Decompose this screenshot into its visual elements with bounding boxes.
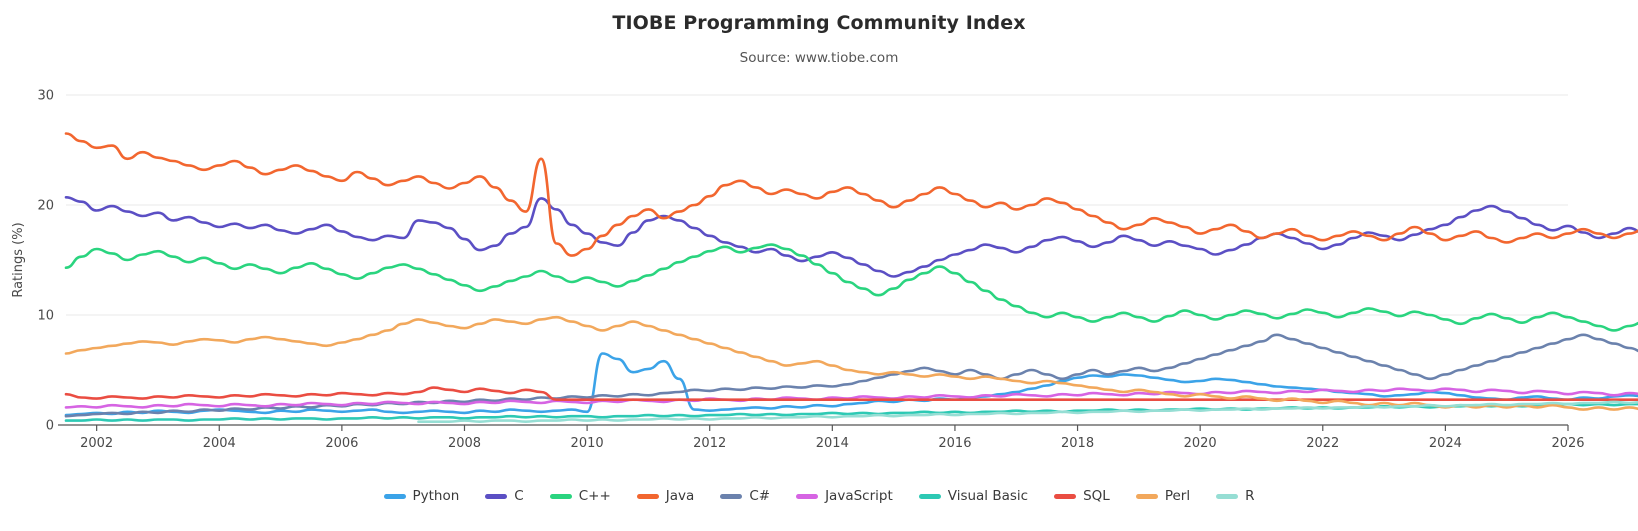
legend-item-python[interactable]: Python bbox=[383, 488, 460, 504]
y-tick-label: 30 bbox=[37, 89, 54, 104]
series-line-perl bbox=[64, 315, 1638, 411]
gridlines-group bbox=[66, 94, 1568, 316]
x-axis-ticks-group: 2002 2004 2006 2008 2010 2012 2014 2016 2018 2020… bbox=[80, 425, 1585, 451]
legend-item-java[interactable]: Java bbox=[636, 488, 695, 504]
x-tick-label: 2006 bbox=[325, 436, 358, 451]
x-tick-label: 2016 bbox=[938, 436, 971, 451]
chart-title: TIOBE Programming Community Index bbox=[612, 12, 1026, 34]
chart-subtitle: Source: www.tiobe.com bbox=[739, 50, 899, 66]
x-tick-label: 2002 bbox=[80, 436, 113, 451]
x-tick-label: 2020 bbox=[1184, 436, 1217, 451]
legend-item-perl[interactable]: Perl bbox=[1135, 488, 1191, 504]
y-tick-label: 20 bbox=[37, 199, 54, 214]
x-tick-label: 2004 bbox=[203, 436, 236, 451]
legend-label: C# bbox=[749, 488, 771, 504]
legend-item-c-[interactable]: C++ bbox=[549, 488, 611, 504]
legend-label: C bbox=[514, 488, 524, 504]
legend-swatch-icon bbox=[1054, 493, 1077, 499]
series-line-c- bbox=[64, 333, 1638, 418]
legend-item-c-[interactable]: C# bbox=[720, 488, 770, 504]
legend-label: Perl bbox=[1164, 488, 1191, 504]
x-tick-label: 2012 bbox=[693, 436, 726, 451]
legend-swatch-icon bbox=[796, 493, 819, 499]
legend-label: SQL bbox=[1083, 488, 1110, 504]
legend-label: R bbox=[1245, 488, 1255, 504]
x-tick-label: 2008 bbox=[448, 436, 481, 451]
legend-label: Java bbox=[665, 488, 695, 504]
series-line-c bbox=[64, 196, 1638, 278]
chart-legend: Python C C++ Java C# JavaScript Visual Basic SQ… bbox=[0, 488, 1638, 504]
y-axis-title: Ratings (%) bbox=[11, 222, 26, 297]
legend-item-c[interactable]: C bbox=[485, 488, 524, 504]
x-tick-label: 2022 bbox=[1306, 436, 1339, 451]
x-tick-label: 2010 bbox=[571, 436, 604, 451]
legend-swatch-icon bbox=[720, 493, 743, 499]
legend-label: JavaScript bbox=[825, 488, 893, 504]
legend-label: Python bbox=[412, 488, 460, 504]
legend-swatch-icon bbox=[383, 493, 406, 499]
x-tick-label: 2018 bbox=[1061, 436, 1094, 451]
legend-swatch-icon bbox=[485, 493, 508, 499]
series-line-python bbox=[64, 352, 1638, 417]
series-line-r bbox=[417, 400, 1638, 424]
legend-swatch-icon bbox=[636, 493, 659, 499]
legend-swatch-icon bbox=[549, 493, 572, 499]
legend-swatch-icon bbox=[1135, 493, 1158, 499]
legend-swatch-icon bbox=[918, 493, 941, 499]
x-tick-label: 2014 bbox=[816, 436, 849, 451]
series-line-java bbox=[64, 132, 1638, 257]
x-tick-label: 2024 bbox=[1429, 436, 1462, 451]
series-lines-group bbox=[64, 132, 1638, 424]
series-line-javascript bbox=[64, 387, 1638, 409]
series-line-c- bbox=[64, 243, 1638, 332]
legend-item-visual-basic[interactable]: Visual Basic bbox=[918, 488, 1029, 504]
legend-item-sql[interactable]: SQL bbox=[1054, 488, 1110, 504]
series-line-sql bbox=[64, 386, 1638, 402]
axis-titles-group: Ratings (%) bbox=[11, 222, 26, 297]
y-tick-label: 10 bbox=[37, 309, 54, 324]
legend-item-r[interactable]: R bbox=[1216, 488, 1254, 504]
series-line-visual-basic bbox=[64, 402, 1638, 422]
legend-swatch-icon bbox=[1216, 493, 1239, 499]
legend-item-javascript[interactable]: JavaScript bbox=[796, 488, 893, 504]
x-tick-label: 2026 bbox=[1551, 436, 1584, 451]
legend-label: Visual Basic bbox=[947, 488, 1029, 504]
y-axis-ticks-group: 0 10 20 30 bbox=[37, 89, 54, 434]
legend-label: C++ bbox=[578, 488, 611, 504]
y-tick-label: 0 bbox=[46, 419, 54, 434]
